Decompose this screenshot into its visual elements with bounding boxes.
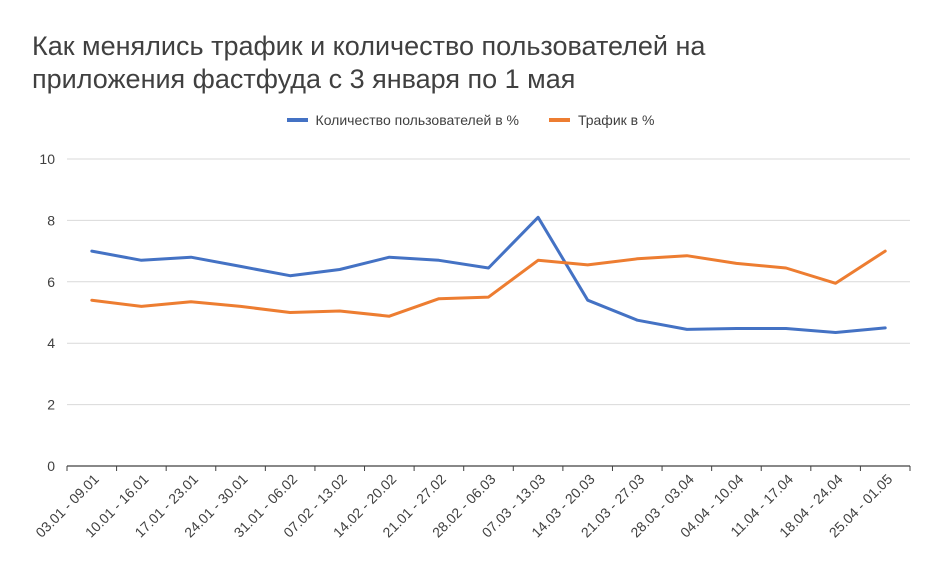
legend-item-users[interactable]: Количество пользователей в % [286,112,519,128]
chart-legend: Количество пользователей в % Трафик в % [0,110,941,130]
legend-label-users: Количество пользователей в % [315,112,519,128]
chart-title-line-2: приложения фастфуда с 3 января по 1 мая [32,64,576,94]
series-line-users [90,215,887,334]
y-tick-label-2: 2 [47,397,55,413]
chart-title: Как менялись трафик и количество пользов… [32,30,912,96]
y-tick-label-6: 6 [47,274,55,290]
chart-title-line-1: Как менялись трафик и количество пользов… [32,31,706,61]
legend-item-traffic[interactable]: Трафик в % [548,112,655,128]
y-tick-label-0: 0 [47,458,55,474]
y-tick-label-8: 8 [47,212,55,228]
series-line-traffic [90,249,887,318]
y-tick-label-4: 4 [47,335,55,351]
legend-swatch-users [286,118,308,122]
y-tick-label-10: 10 [39,151,55,167]
legend-label-traffic: Трафик в % [577,112,655,128]
legend-swatch-traffic [548,118,570,122]
